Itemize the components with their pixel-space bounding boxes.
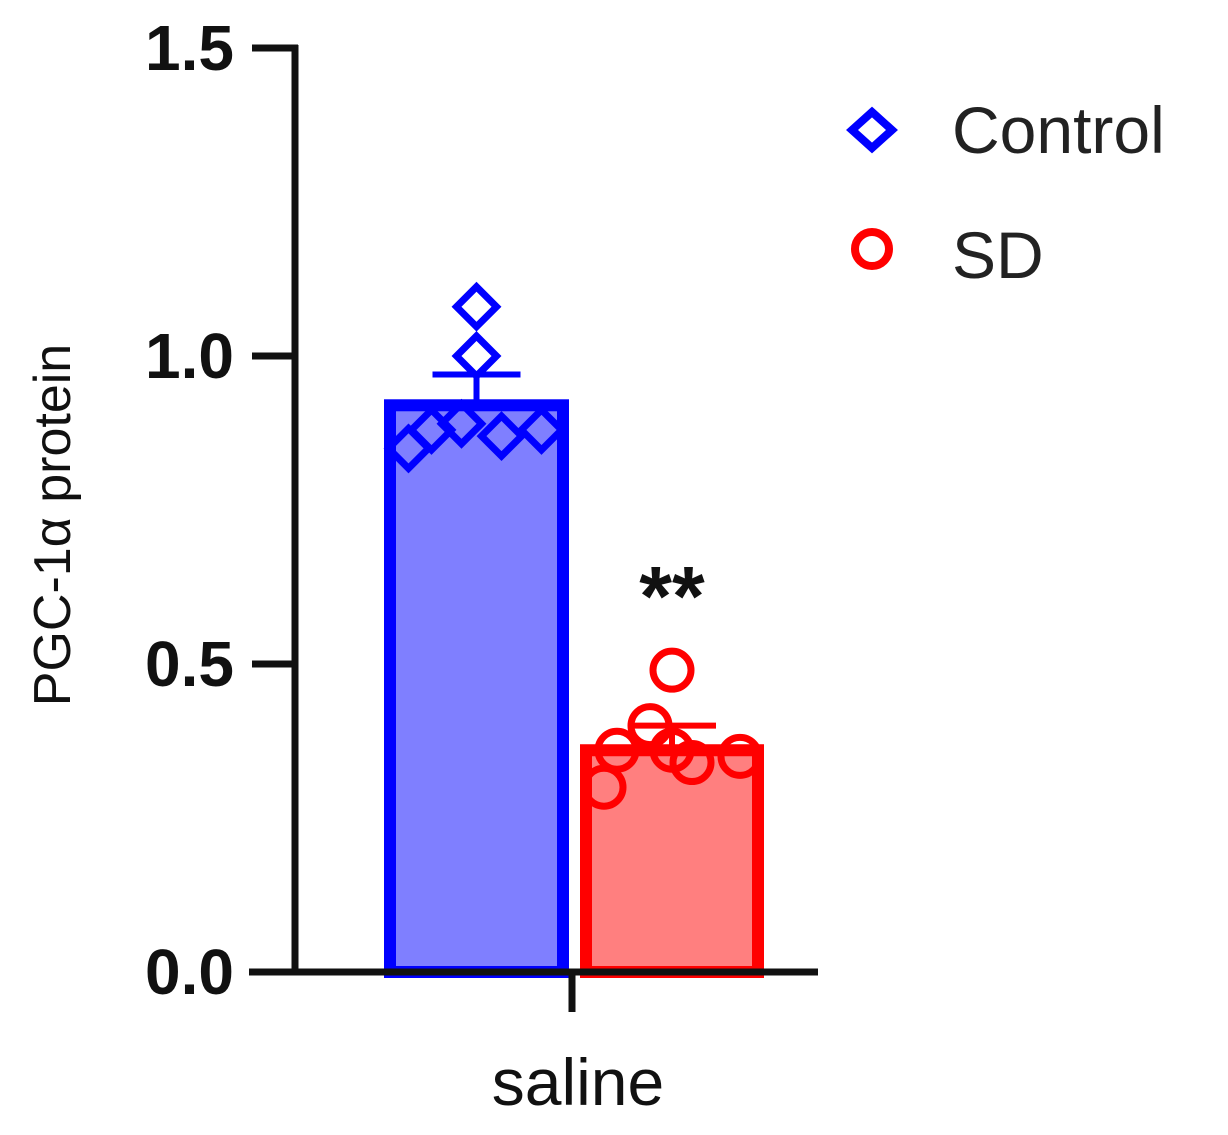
data-point-sd [649,727,695,773]
legend-label-sd: SD [952,218,1044,292]
legend-label-control: Control [952,93,1165,167]
legend: Control SD [846,93,1165,292]
category-label-saline: saline [492,1045,664,1119]
legend-item-sd: SD [851,218,1044,292]
data-point-sd [649,647,695,693]
y-tick-label-0.0: 0.0 [145,936,234,1008]
circle-marker-icon [851,228,893,270]
data-point-sd [627,703,673,749]
y-ticks: 0.0 0.5 1.0 1.5 [145,12,298,1008]
y-tick-label-1.5: 1.5 [145,12,234,84]
bar-saline-control [384,399,569,978]
significance-label-sd: ** [639,549,705,643]
legend-item-control: Control [846,93,1165,167]
y-tick-label-0.5: 0.5 [145,628,234,700]
data-point-control [436,398,487,449]
data-point-sd [594,727,640,773]
data-point-sd [717,733,763,779]
data-point-control [516,404,567,455]
plot-area: ** [383,281,764,978]
y-axis-title: PGC-1α protein [24,344,82,706]
diamond-marker-icon [846,106,898,154]
data-point-control [451,331,502,381]
data-point-control [476,411,527,462]
axes: PGC-1α protein saline [24,45,818,1119]
bar-saline-sd [580,744,764,978]
data-point-control [451,281,502,332]
y-tick-label-1.0: 1.0 [145,320,234,392]
